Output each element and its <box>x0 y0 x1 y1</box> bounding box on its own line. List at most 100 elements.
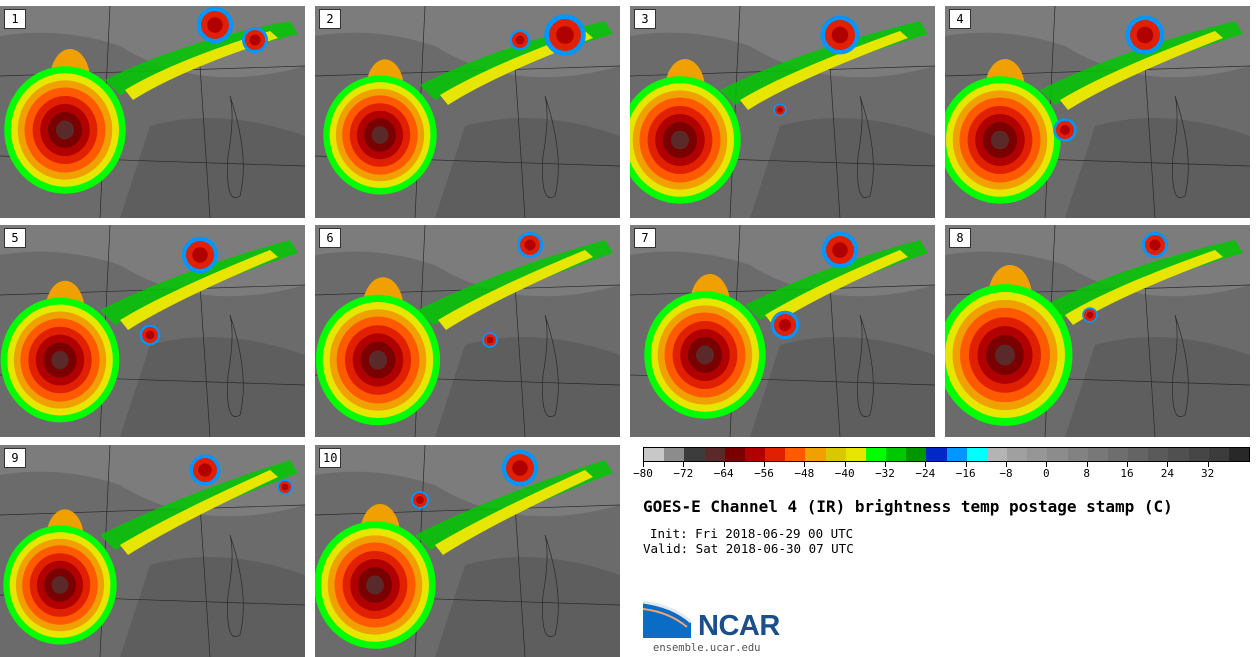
storm-cell <box>249 34 261 46</box>
colorbar-segment <box>1047 448 1068 461</box>
colorbar-tick-mark <box>1086 462 1088 467</box>
colorbar-segment <box>906 448 927 461</box>
storm-cell <box>832 242 848 258</box>
valid-time: Valid: Sat 2018-06-30 07 UTC <box>643 541 854 556</box>
panel-number: 4 <box>949 9 971 29</box>
colorbar-tick-mark <box>643 462 644 467</box>
colorbar-segment <box>1208 448 1229 461</box>
storm-cell <box>831 26 849 44</box>
map-boundary <box>1144 65 1156 218</box>
colorbar-tick-label: −32 <box>875 467 895 480</box>
storm-contour <box>995 344 1015 366</box>
storm-contour <box>371 126 389 144</box>
colorbar-segment <box>684 448 705 461</box>
map-boundary <box>199 504 211 657</box>
figure-title: GOES-E Channel 4 (IR) brightness temp po… <box>643 497 1173 516</box>
colorbar-segment <box>1087 448 1108 461</box>
storm-contour <box>366 575 384 595</box>
map-boundary <box>514 284 526 437</box>
colorbar-tick-mark <box>1127 462 1128 467</box>
colorbar-segment <box>805 448 826 461</box>
map-boundary <box>514 504 526 657</box>
colorbar-tick-label: −64 <box>713 467 734 480</box>
stamp-panel: 6 <box>315 225 620 437</box>
colorbar-segment <box>1188 448 1209 461</box>
storm-cell <box>512 460 528 476</box>
colorbar-tick-label: −16 <box>955 467 976 480</box>
stamp-panel: 4 <box>945 6 1250 218</box>
satellite-image <box>315 445 620 657</box>
stamp-panel: 8 <box>945 225 1250 437</box>
stamp-panel: 7 <box>630 225 935 437</box>
logo-url[interactable]: ensemble.ucar.edu <box>653 642 761 654</box>
storm-cell <box>416 496 424 504</box>
storm-contour <box>56 120 74 140</box>
colorbar <box>643 447 1250 462</box>
colorbar-tick-label: 16 <box>1120 467 1134 480</box>
colorbar-tick-mark <box>723 462 725 467</box>
storm-cell <box>198 463 212 477</box>
storm-cell <box>515 35 525 45</box>
stamp-panel: 2 <box>315 6 620 218</box>
colorbar-tick-label: 0 <box>1043 467 1050 480</box>
satellite-image <box>0 225 305 437</box>
map-boundary <box>227 314 244 417</box>
panel-number: 1 <box>4 9 26 29</box>
colorbar-segment <box>765 448 786 461</box>
storm-contour <box>671 130 689 150</box>
colorbar-tick-label: −56 <box>754 467 774 480</box>
colorbar-segment <box>644 448 665 461</box>
stamp-panel: 5 <box>0 225 305 437</box>
storm-cell <box>145 330 155 340</box>
panel-number: 3 <box>634 9 656 29</box>
colorbar-tick-label: 32 <box>1201 467 1215 480</box>
colorbar-tick-label: 24 <box>1160 467 1174 480</box>
satellite-image <box>315 225 620 437</box>
colorbar-tick-mark <box>965 462 967 467</box>
storm-cell <box>556 26 574 44</box>
colorbar-tick-mark <box>1006 462 1007 467</box>
map-boundary <box>199 65 211 218</box>
colorbar-segment <box>926 448 947 461</box>
colorbar-segment <box>704 448 725 461</box>
init-time: Init: Fri 2018-06-29 00 UTC <box>650 526 854 541</box>
storm-contour <box>368 350 388 370</box>
colorbar-tick-mark <box>683 462 685 467</box>
storm-cell <box>486 336 494 344</box>
storm-cell <box>1136 26 1154 44</box>
colorbar-segment <box>1148 448 1169 461</box>
colorbar-tick-label: −8 <box>999 467 1013 480</box>
colorbar-segment <box>1067 448 1088 461</box>
map-boundary <box>829 284 841 437</box>
storm-cell <box>778 318 792 332</box>
stamp-panel: 1 <box>0 6 305 218</box>
storm-contour <box>51 576 69 594</box>
satellite-image <box>0 445 305 657</box>
panel-number: 6 <box>319 228 341 248</box>
storm-cell <box>192 247 208 263</box>
stamp-panel: 3 <box>630 6 935 218</box>
colorbar-segment <box>1007 448 1028 461</box>
map-boundary <box>227 534 244 637</box>
colorbar-segment <box>1027 448 1048 461</box>
storm-contour <box>51 350 69 370</box>
map-boundary <box>1172 314 1189 417</box>
map-boundary <box>227 95 244 198</box>
storm-cell <box>207 17 223 33</box>
satellite-image <box>315 6 620 218</box>
stamp-panel: 10 <box>315 445 620 657</box>
colorbar-tick-label: −40 <box>834 467 855 480</box>
colorbar-segment <box>785 448 806 461</box>
colorbar-segment <box>986 448 1008 461</box>
colorbar-tick-label: 8 <box>1083 467 1090 480</box>
colorbar-tick-mark <box>764 462 765 467</box>
colorbar-segment <box>966 448 987 461</box>
colorbar-tick-label: −24 <box>915 467 936 480</box>
storm-cell <box>281 483 289 491</box>
logo-wordmark: NCAR <box>698 610 780 642</box>
panel-number: 5 <box>4 228 26 248</box>
map-boundary <box>542 95 559 198</box>
colorbar-segment <box>1128 448 1149 461</box>
storm-contour <box>696 345 714 365</box>
colorbar-segment <box>886 448 907 461</box>
